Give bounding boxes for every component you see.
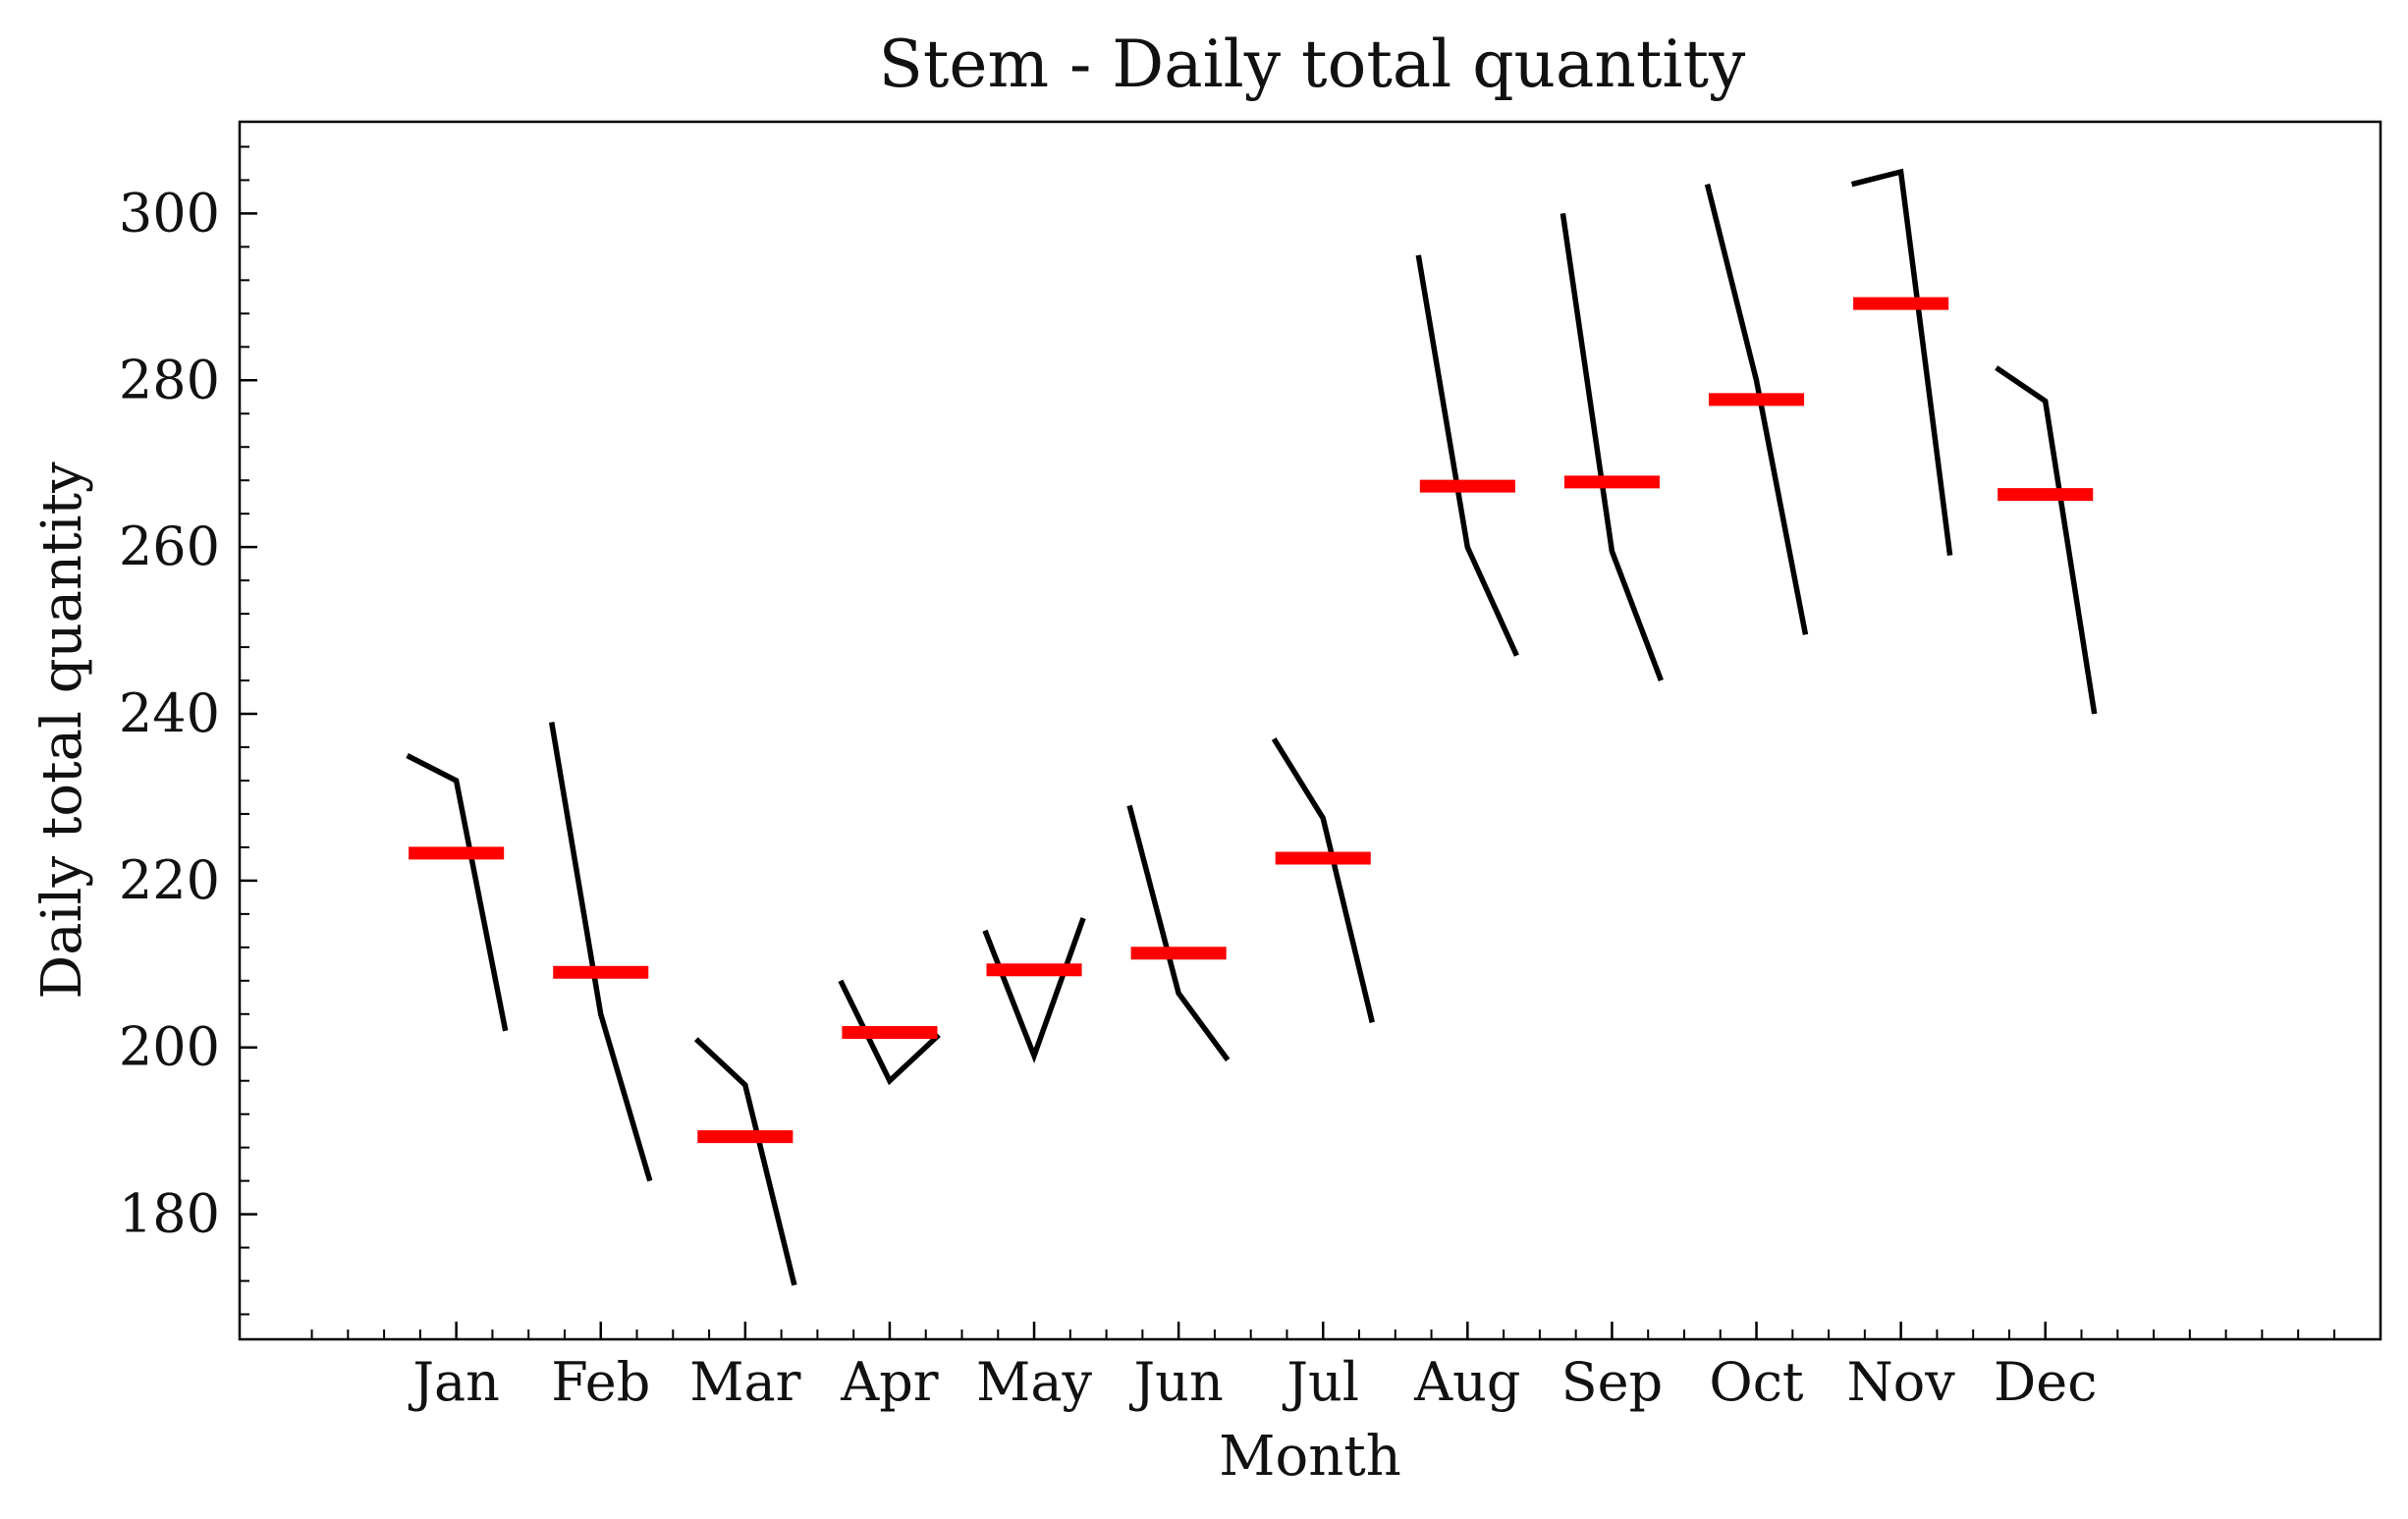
x-tick-label: Dec	[1994, 1351, 2098, 1413]
x-tick-label: Mar	[689, 1351, 800, 1413]
x-axis-label: Month	[1219, 1425, 1401, 1489]
y-axis-label: Daily total quantity	[30, 461, 94, 1000]
x-tick-label: Jun	[1129, 1351, 1224, 1413]
month-line-jan	[406, 753, 509, 1032]
x-tick-label: Oct	[1709, 1351, 1804, 1413]
x-tick-label: Sep	[1561, 1351, 1664, 1413]
y-tick-label: 220	[119, 849, 220, 911]
x-tick-label: May	[976, 1351, 1092, 1413]
y-tick-label: 260	[119, 515, 220, 577]
plot-frame	[238, 120, 2382, 1341]
axis-ticks: 180 200 220 240 260 280 300 Jan Feb Mar Apr May Jun J…	[119, 145, 2335, 1413]
x-tick-label: Apr	[840, 1351, 939, 1413]
chart-title: Stem - Daily total quantity	[879, 27, 1746, 102]
x-tick-label: Aug	[1413, 1351, 1520, 1413]
month-line-nov	[1850, 168, 1953, 556]
y-tick-label: 200	[119, 1016, 220, 1078]
month-line-aug	[1415, 254, 1519, 657]
x-tick-label: Nov	[1846, 1351, 1955, 1413]
series-layer	[406, 168, 2098, 1286]
y-tick-label: 240	[119, 682, 220, 744]
y-tick-label: 280	[119, 349, 220, 410]
month-line-dec	[1995, 365, 2098, 715]
month-line-sep	[1560, 213, 1664, 681]
x-tick-label: Jan	[408, 1351, 500, 1413]
x-tick-label: Feb	[551, 1351, 650, 1413]
month-line-oct	[1704, 184, 1809, 635]
x-tick-label: Jul	[1282, 1351, 1359, 1413]
month-line-jun	[1126, 804, 1231, 1062]
y-tick-label: 300	[119, 182, 220, 244]
month-line-mar	[693, 1037, 797, 1286]
month-line-feb	[548, 722, 653, 1182]
month-line-apr	[838, 979, 941, 1086]
y-tick-label: 180	[119, 1183, 220, 1245]
month-line-jul	[1271, 737, 1375, 1023]
